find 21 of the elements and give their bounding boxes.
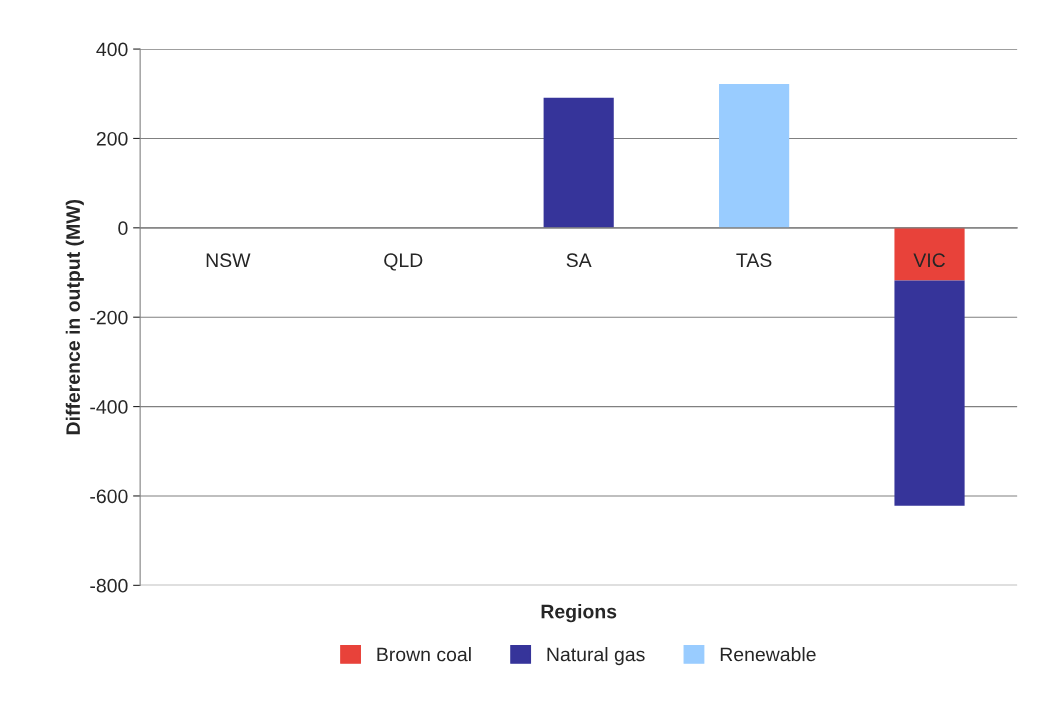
x-tick-label: QLD bbox=[384, 253, 423, 271]
bar bbox=[894, 280, 965, 506]
x-tick-label: TAS bbox=[736, 253, 772, 268]
legend-label: Brown coal bbox=[377, 647, 471, 662]
y-axis-title: Difference in output (MW) bbox=[65, 199, 84, 435]
x-axis-title: Regions bbox=[541, 604, 617, 623]
y-tick-label: 400 bbox=[96, 42, 128, 57]
y-tick-label: -400 bbox=[90, 400, 128, 414]
x-tick-label: NSW bbox=[206, 253, 251, 268]
bar bbox=[543, 97, 614, 228]
bar bbox=[894, 227, 965, 281]
y-tick-label: 200 bbox=[96, 131, 128, 146]
y-tick-label: -200 bbox=[90, 310, 128, 325]
y-tick-label: 0 bbox=[118, 221, 128, 236]
legend-label: Renewable bbox=[720, 647, 816, 662]
legend-label: Natural gas bbox=[547, 647, 645, 666]
y-tick-label: -800 bbox=[90, 578, 128, 593]
x-tick-label: SA bbox=[566, 253, 592, 268]
y-tick-label: -600 bbox=[90, 489, 128, 504]
bar bbox=[719, 83, 790, 228]
x-tick-label: VIC bbox=[913, 253, 945, 268]
